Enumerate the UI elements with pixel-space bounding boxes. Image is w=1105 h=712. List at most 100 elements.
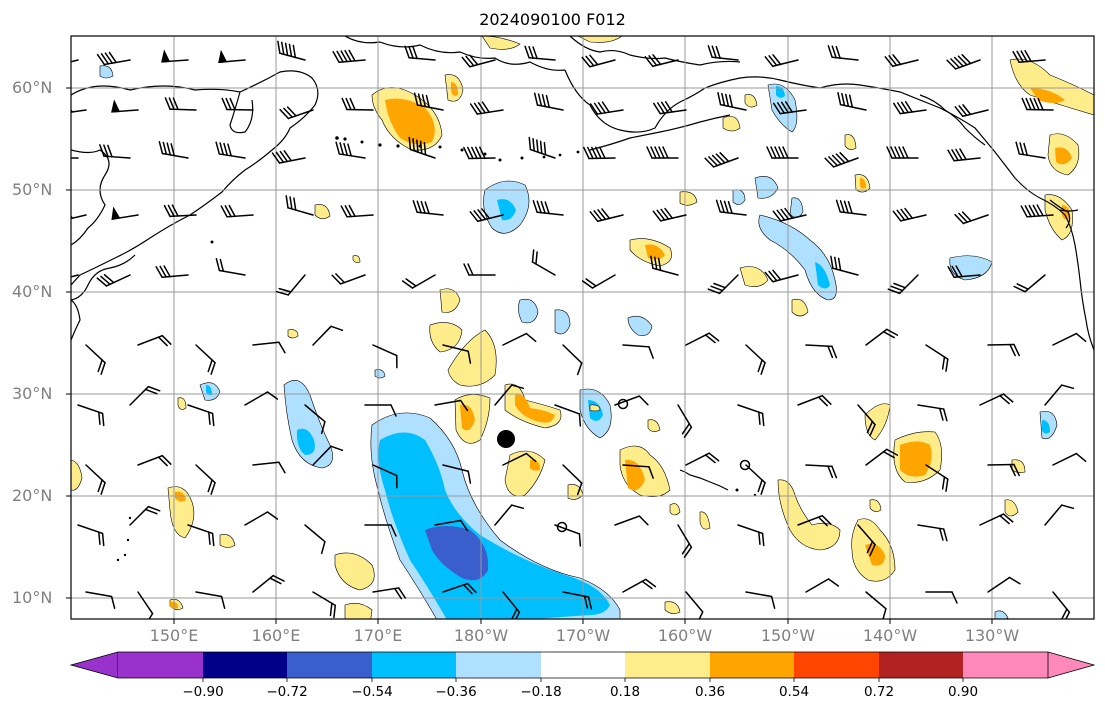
- wind-barb: [158, 141, 189, 159]
- wind-barb: [340, 204, 374, 218]
- wind-barb: [502, 332, 537, 346]
- wind-barb: [164, 97, 197, 111]
- wind-barb: [85, 464, 106, 495]
- wind-barb: [163, 204, 197, 218]
- colorbar-tick-label: 0.90: [947, 684, 979, 700]
- wind-barb: [71, 207, 87, 222]
- wind-barb: [715, 199, 747, 216]
- wind-barb: [884, 54, 919, 68]
- wind-barb: [893, 101, 927, 115]
- wind-barb: [85, 591, 116, 609]
- negative-light-regions: [99, 65, 1058, 619]
- wind-barb: [824, 152, 859, 168]
- wind-barb: [404, 45, 436, 61]
- wind-barb: [857, 404, 876, 437]
- markers: [497, 398, 751, 533]
- wind-barb: [772, 207, 807, 222]
- wind-barb: [71, 274, 79, 283]
- wind-barb: [835, 199, 867, 216]
- wind-barb: [469, 208, 504, 223]
- wind-barb: [532, 200, 564, 216]
- wind-barb: [707, 274, 739, 295]
- lon-label: 180°W: [453, 626, 509, 645]
- wind-barb: [717, 92, 747, 111]
- colorbar-segment: [794, 652, 879, 678]
- lat-label: 40°N: [12, 282, 53, 301]
- wind-barb: [979, 513, 1014, 526]
- wind-barb: [677, 404, 693, 438]
- colorbar-tick-label: −0.54: [351, 684, 393, 700]
- wind-barb: [745, 344, 766, 375]
- wind-barb: [1020, 204, 1054, 218]
- wind-barb: [434, 399, 469, 412]
- wind-barb: [463, 263, 496, 276]
- coastlines: [71, 36, 1094, 491]
- wind-barb: [745, 591, 776, 609]
- wind-barb: [766, 146, 799, 159]
- wind-barb: [275, 274, 306, 296]
- lat-label: 60°N: [12, 78, 53, 97]
- wind-barb: [285, 195, 314, 216]
- wind-barb: [925, 591, 958, 604]
- wind-barb: [947, 148, 981, 162]
- colorbar-segment: [541, 652, 625, 678]
- wind-barb: [865, 328, 899, 346]
- wind-barb: [987, 576, 1021, 593]
- wind-barb: [215, 258, 246, 276]
- wind-barb: [979, 393, 1014, 406]
- wind-barb: [111, 99, 139, 113]
- wind-barb: [917, 404, 948, 422]
- wind-barb: [372, 344, 398, 369]
- wind-barb: [622, 344, 654, 359]
- open-circle-marker: [556, 521, 568, 533]
- wind-barb: [646, 146, 679, 159]
- wind-barb: [589, 208, 624, 223]
- lon-label: 150°W: [760, 626, 816, 645]
- wind-barb: [1044, 504, 1075, 526]
- wind-barb: [304, 404, 326, 435]
- wind-barb: [685, 452, 720, 466]
- wind-barb: [71, 101, 87, 115]
- wind-barb: [1052, 452, 1087, 466]
- wind-barb: [161, 49, 189, 63]
- wind-barb: [502, 452, 537, 466]
- wind-barb: [442, 464, 472, 484]
- wind-barb: [1021, 97, 1054, 111]
- wind-barb: [129, 505, 161, 526]
- lat-label: 20°N: [12, 486, 53, 505]
- wind-barb: [434, 519, 469, 532]
- wind-barb: [372, 464, 398, 489]
- wind-barb: [805, 344, 838, 359]
- colorbar-tick-label: −0.72: [266, 684, 308, 700]
- wind-barb: [1052, 591, 1071, 619]
- wind-barb: [494, 504, 525, 526]
- lon-label: 150°E: [149, 626, 199, 645]
- wind-barb: [408, 136, 436, 159]
- wind-barb: [195, 591, 226, 609]
- large-dot-marker: [497, 430, 515, 448]
- wind-barb: [614, 515, 649, 526]
- wind-barb: [805, 578, 840, 593]
- colorbar-segment: [372, 652, 456, 678]
- wind-barb: [279, 106, 314, 120]
- wind-barb: [562, 344, 583, 376]
- wind-barb: [187, 404, 215, 427]
- islands: [116, 136, 757, 562]
- wind-barb: [925, 344, 949, 372]
- wind-barb: [469, 101, 504, 115]
- wind-barb: [401, 274, 436, 289]
- wind-barb: [71, 157, 79, 159]
- wind-barbs: [71, 40, 1087, 619]
- map-title: 2024090100 F012: [479, 10, 626, 29]
- wind-barb: [271, 150, 306, 164]
- wind-barb: [524, 45, 556, 61]
- colorbar-tick-label: −0.90: [182, 684, 224, 700]
- graticule: [71, 36, 1094, 619]
- wind-barb: [1012, 49, 1046, 64]
- wind-barb: [277, 40, 306, 61]
- wind-barb: [886, 146, 919, 159]
- wind-barb: [244, 511, 279, 526]
- wind-barb: [947, 265, 981, 279]
- wind-barb: [304, 524, 326, 555]
